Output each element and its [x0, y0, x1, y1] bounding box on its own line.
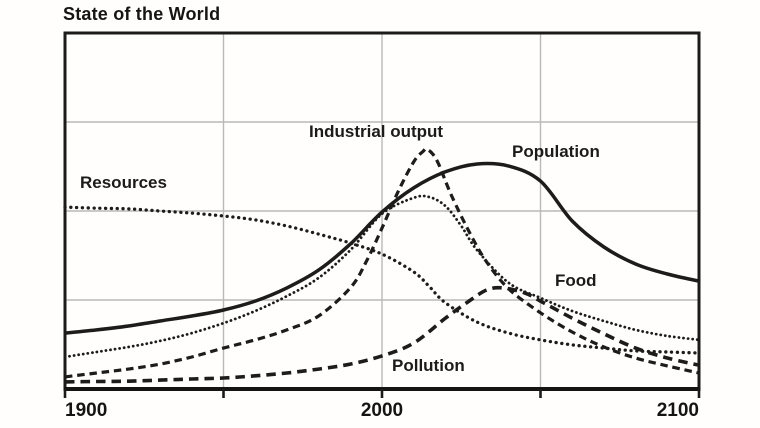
x-tick-label-1900: 1900 — [65, 400, 108, 421]
series-line-resources — [63, 205, 701, 355]
series-label-population: Population — [512, 142, 600, 161]
series-label-pollution: Pollution — [392, 356, 465, 375]
x-tick-label-2100: 2100 — [656, 400, 699, 421]
series-label-industrial-output: Industrial output — [309, 122, 444, 141]
x-tick-label-2000: 2000 — [360, 400, 404, 421]
series-label-food: Food — [555, 271, 597, 290]
series-line-population — [64, 161, 700, 335]
series-line-pollution — [64, 285, 700, 384]
series-line-food — [63, 194, 701, 359]
series-label-resources: Resources — [80, 173, 167, 192]
chart-title: State of the World — [63, 4, 221, 24]
